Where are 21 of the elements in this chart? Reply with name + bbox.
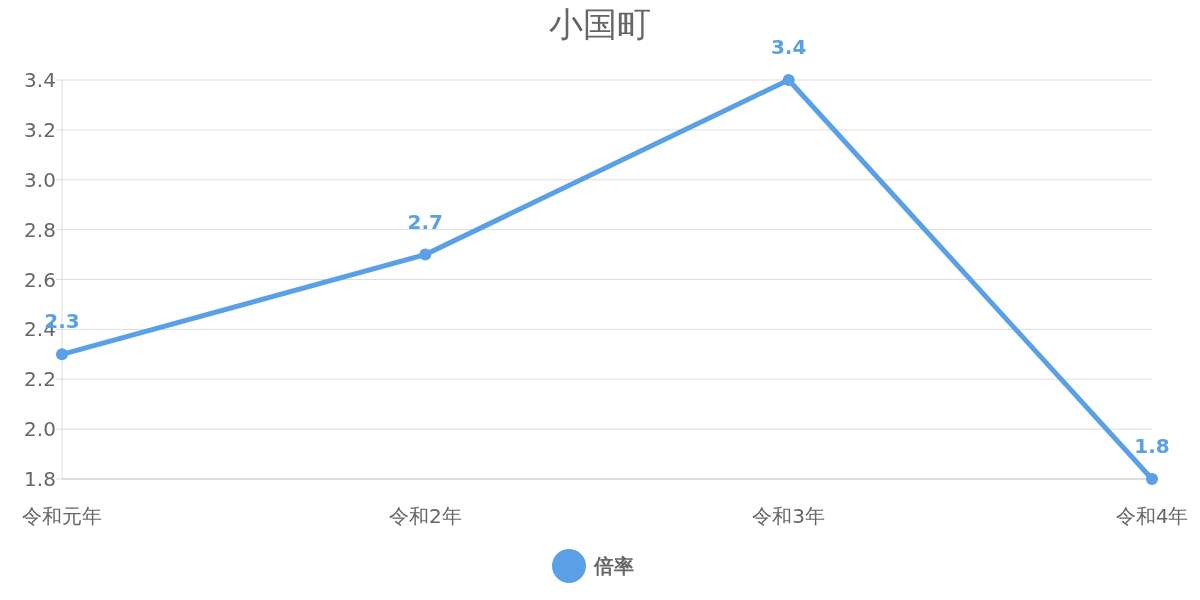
data-label: 1.8 bbox=[1134, 434, 1170, 458]
y-tick-label: 2.6 bbox=[24, 267, 56, 292]
y-tick-label: 1.8 bbox=[24, 467, 56, 491]
point bbox=[56, 348, 68, 361]
legend-label: 倍率 bbox=[593, 554, 634, 578]
point bbox=[1146, 473, 1158, 485]
y-tick-label: 2.2 bbox=[24, 367, 56, 392]
point bbox=[782, 74, 795, 86]
y-tick-label: 2.8 bbox=[24, 217, 56, 242]
chart-title: 小国町 bbox=[549, 4, 651, 44]
y-tick-label: 3.2 bbox=[24, 117, 56, 142]
x-tick-label: 令和元年 bbox=[22, 504, 102, 528]
data-label: 2.7 bbox=[407, 209, 444, 234]
x-tick-label: 令和2年 bbox=[388, 504, 462, 528]
data-label: 3.4 bbox=[770, 35, 807, 59]
y-tick-label: 3.0 bbox=[24, 167, 56, 192]
point bbox=[419, 248, 432, 261]
y-tick-label: 2.0 bbox=[24, 417, 56, 442]
y-tick-label: 3.4 bbox=[24, 68, 56, 92]
x-tick-label: 令和3年 bbox=[752, 504, 826, 528]
x-tick-label: 令和4年 bbox=[1115, 504, 1189, 528]
